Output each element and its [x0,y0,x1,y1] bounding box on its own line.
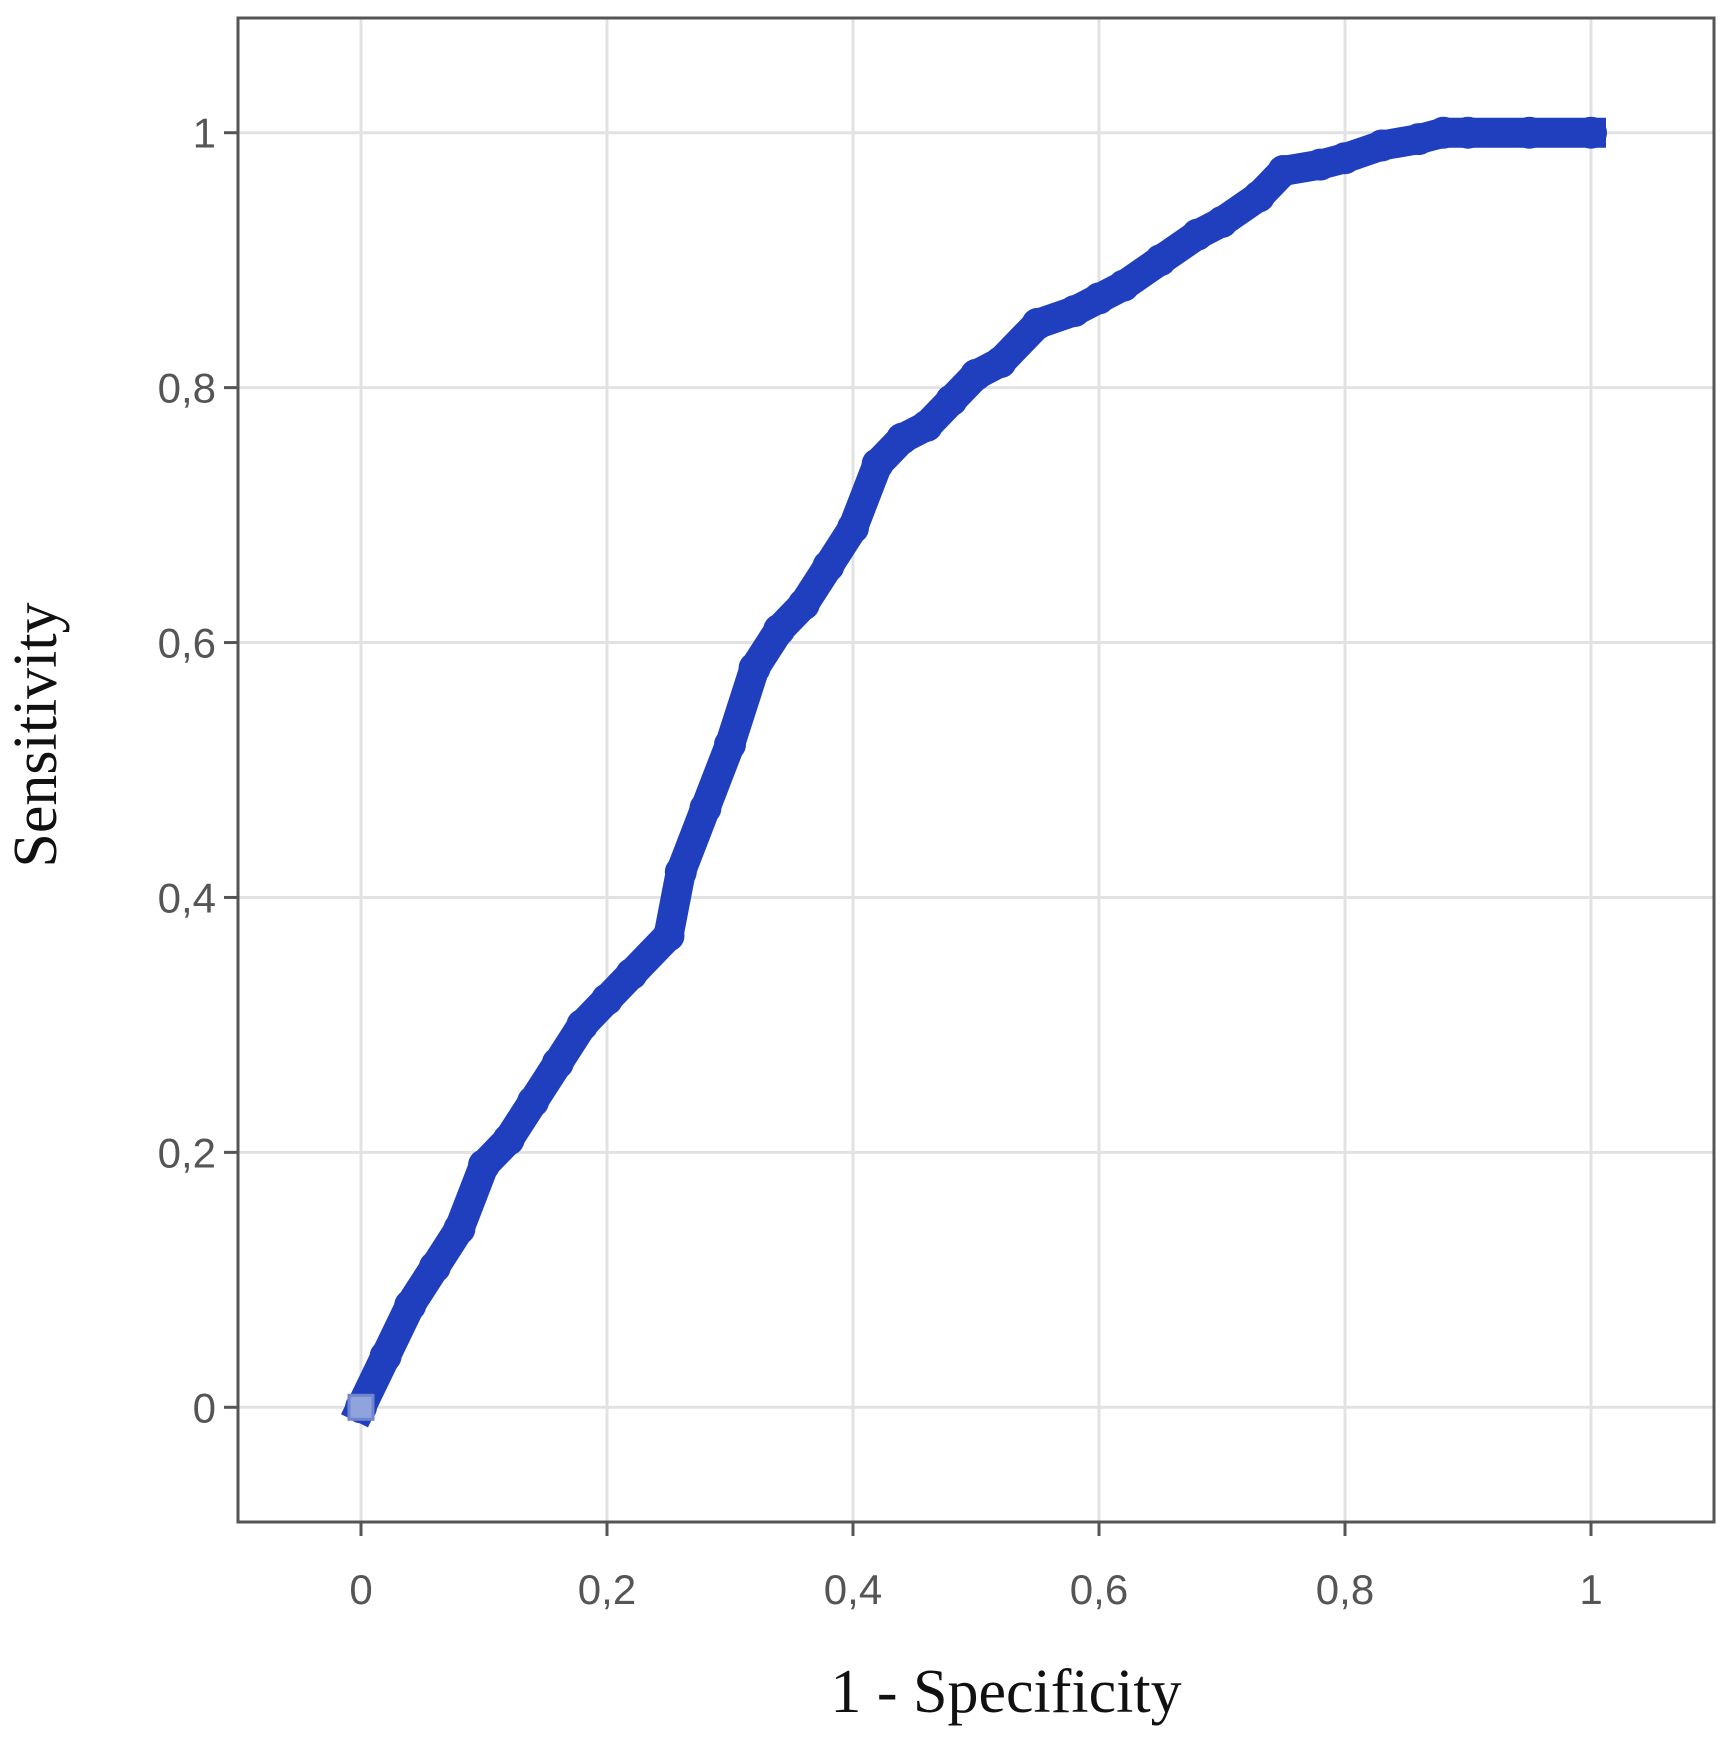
roc-data-point [418,1251,451,1284]
roc-data-point [1402,123,1435,156]
roc-data-point [1021,307,1054,340]
plot-frame [236,16,1716,1524]
roc-data-point [1452,116,1484,149]
roc-data-point [984,346,1017,379]
roc-data-point [566,1008,599,1041]
roc-data-point [443,1212,476,1245]
roc-data-point [861,448,894,481]
roc-data-point [1365,129,1398,162]
roc-data-point [1206,205,1238,238]
y-tick-label: 0 [193,1384,216,1431]
roc-data-point [714,728,746,761]
roc-data-point [1144,244,1177,277]
roc-data-point [369,1340,402,1373]
y-tick-label: 0,4 [158,874,216,921]
x-tick-label: 0,6 [1070,1566,1128,1613]
roc-data-point [1329,142,1361,175]
y-tick-label: 0,2 [158,1129,216,1176]
x-tick-label: 1 [1579,1566,1602,1613]
roc-curve-line [340,117,1606,1428]
roc-data-point [652,919,685,952]
roc-data-point [1058,295,1091,328]
y-tick-label: 0,8 [158,365,216,412]
roc-data-point [738,652,771,685]
roc-data-point [787,588,820,621]
roc-data-point [468,1149,500,1182]
x-tick-label: 0,8 [1316,1566,1374,1613]
roc-data-point [1304,148,1337,181]
roc-data-point [591,983,623,1016]
roc-data-point [837,511,869,544]
x-tick-label: 0,2 [578,1566,636,1613]
y-tick-label: 0,6 [158,620,216,667]
gridlines [238,18,1714,1522]
roc-data-point [910,409,943,442]
axis-ticks: 0 0,2 0,4 0,6 0,8 1 0 0,2 0,4 0,6 0,8 1 [158,110,1603,1613]
roc-data-point [492,1123,525,1156]
roc-data-point [1181,218,1214,251]
y-tick-label: 1 [193,110,216,157]
roc-data-point [1427,116,1460,149]
roc-data-point [886,422,919,455]
y-axis-title: Sensitivity [2,602,70,867]
roc-data-point [763,613,796,646]
roc-data-point [812,550,845,583]
start-point-marker [347,1393,375,1421]
roc-data-point [960,358,992,391]
x-tick-label: 0,4 [824,1566,882,1613]
series-layer [340,116,1607,1428]
roc-data-point [517,1085,550,1118]
roc-data-point [1242,180,1275,213]
roc-data-point [394,1289,427,1322]
roc-data-point [1575,116,1607,149]
roc-data-point [1083,282,1115,315]
roc-data-point [664,855,697,888]
x-axis-title: 1 - Specificity [830,1658,1181,1726]
roc-data-point [1107,269,1140,302]
roc-data-point [541,1047,574,1080]
roc-data-point [1267,154,1300,187]
roc-data-point [689,792,722,825]
roc-data-point [935,384,968,417]
roc-data-point [1513,116,1546,149]
x-tick-label: 0 [349,1566,372,1613]
roc-data-point [615,957,648,990]
